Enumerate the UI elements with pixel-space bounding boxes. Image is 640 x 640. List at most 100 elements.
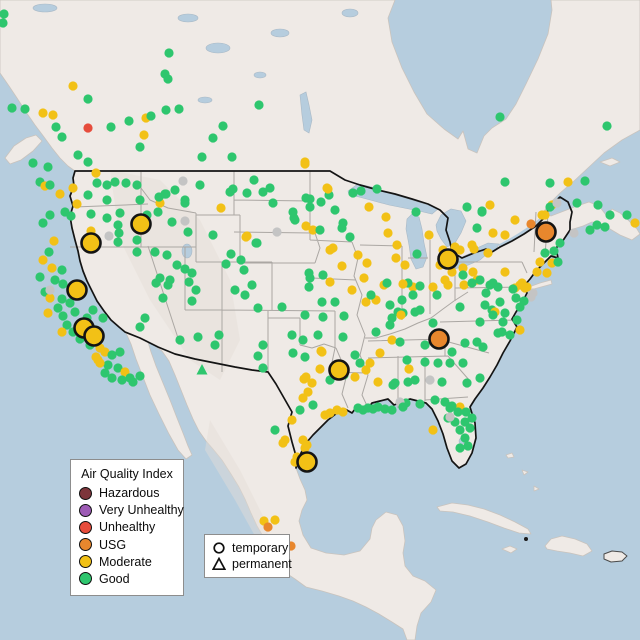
monitor-dot-good[interactable] <box>356 186 366 196</box>
monitor-dot-good[interactable] <box>50 275 60 285</box>
monitor-dot-good[interactable] <box>461 407 471 417</box>
monitor-dot-good[interactable] <box>57 132 67 142</box>
monitor-dot-good[interactable] <box>253 351 263 361</box>
monitor-dot-inactive[interactable] <box>272 227 282 237</box>
monitor-dot-good[interactable] <box>268 198 278 208</box>
monitor-dot-good[interactable] <box>226 249 236 259</box>
monitor-dot-good[interactable] <box>175 335 185 345</box>
monitor-dot-good[interactable] <box>453 407 463 417</box>
monitor-dot-good[interactable] <box>150 247 160 257</box>
monitor-dot-good[interactable] <box>480 300 490 310</box>
monitor-dot-good[interactable] <box>549 246 559 256</box>
monitor-dot-good[interactable] <box>53 303 63 313</box>
monitor-dot-good[interactable] <box>300 352 310 362</box>
monitor-dot-good[interactable] <box>114 228 124 238</box>
monitor-dot-moderate[interactable] <box>302 440 312 450</box>
monitor-dot-moderate[interactable] <box>278 438 288 448</box>
monitor-dot-good[interactable] <box>337 223 347 233</box>
monitor-dot-moderate[interactable] <box>337 261 347 271</box>
monitor-dot-moderate[interactable] <box>325 277 335 287</box>
monitor-dot-moderate[interactable] <box>500 267 510 277</box>
monitor-dot-moderate[interactable] <box>400 260 410 270</box>
monitor-dot-good[interactable] <box>355 358 365 368</box>
monitor-dot-inactive[interactable] <box>180 216 190 226</box>
monitor-dot-moderate[interactable] <box>91 352 101 362</box>
monitor-dot-good[interactable] <box>242 188 252 198</box>
monitor-dot-good[interactable] <box>121 178 131 188</box>
monitor-dot-good[interactable] <box>132 180 142 190</box>
monitor-dot-good[interactable] <box>83 94 93 104</box>
monitor-dot-good[interactable] <box>467 413 477 423</box>
monitor-dot-moderate[interactable] <box>532 267 542 277</box>
monitor-dot-good[interactable] <box>447 347 457 357</box>
monitor-dot-good[interactable] <box>83 190 93 200</box>
monitor-dot-moderate[interactable] <box>537 210 547 220</box>
monitor-dot-good[interactable] <box>373 402 383 412</box>
monitor-dot-good[interactable] <box>460 338 470 348</box>
monitor-dot-good[interactable] <box>249 175 259 185</box>
monitor-dot-good[interactable] <box>403 377 413 387</box>
monitor-dot-moderate[interactable] <box>362 258 372 268</box>
monitor-dot-good[interactable] <box>602 121 612 131</box>
monitor-dot-good[interactable] <box>428 318 438 328</box>
monitor-dot-good[interactable] <box>102 213 112 223</box>
monitor-dot-good[interactable] <box>73 150 83 160</box>
monitor-dot-good[interactable] <box>184 277 194 287</box>
monitor-dot-good[interactable] <box>553 257 563 267</box>
monitor-dot-moderate[interactable] <box>447 267 457 277</box>
monitor-dot-moderate[interactable] <box>364 202 374 212</box>
monitor-dot-good[interactable] <box>505 330 515 340</box>
monitor-dot-moderate[interactable] <box>38 108 48 118</box>
monitor-dot-good[interactable] <box>135 195 145 205</box>
monitor-dot-good[interactable] <box>210 340 220 350</box>
monitor-dot-good[interactable] <box>455 302 465 312</box>
monitor-dot-good[interactable] <box>193 332 203 342</box>
monitor-dot-usg[interactable] <box>526 219 536 229</box>
monitor-dot-inactive[interactable] <box>104 231 114 241</box>
monitor-dot-moderate[interactable] <box>139 130 149 140</box>
monitor-dot-good[interactable] <box>28 158 38 168</box>
monitor-dot-moderate[interactable] <box>216 203 226 213</box>
monitor-dot-moderate[interactable] <box>468 267 478 277</box>
monitor-dot-good[interactable] <box>508 284 518 294</box>
monitor-dot-good[interactable] <box>622 210 632 220</box>
monitor-dot-good[interactable] <box>57 265 67 275</box>
monitor-dot-good[interactable] <box>239 265 249 275</box>
monitor-dot-moderate[interactable] <box>398 279 408 289</box>
monitor-dot-good[interactable] <box>45 210 55 220</box>
monitor-large-moderate[interactable] <box>437 248 459 270</box>
monitor-dot-good[interactable] <box>117 375 127 385</box>
monitor-dot-good[interactable] <box>411 207 421 217</box>
monitor-dot-moderate[interactable] <box>100 347 110 357</box>
monitor-dot-good[interactable] <box>437 377 447 387</box>
monitor-dot-good[interactable] <box>124 116 134 126</box>
monitor-dot-good[interactable] <box>265 183 275 193</box>
monitor-dot-good[interactable] <box>183 227 193 237</box>
monitor-dot-good[interactable] <box>467 278 477 288</box>
monitor-dot-good[interactable] <box>132 235 142 245</box>
monitor-dot-inactive[interactable] <box>178 176 188 186</box>
monitor-dot-good[interactable] <box>240 290 250 300</box>
monitor-dot-good[interactable] <box>170 185 180 195</box>
monitor-dot-moderate[interactable] <box>391 253 401 263</box>
monitor-dot-good[interactable] <box>555 238 565 248</box>
monitor-dot-good[interactable] <box>305 202 315 212</box>
monitor-dot-good[interactable] <box>433 358 443 368</box>
monitor-large-moderate[interactable] <box>296 451 318 473</box>
monitor-large-moderate[interactable] <box>328 359 350 381</box>
monitor-dot-moderate[interactable] <box>381 212 391 222</box>
monitor-dot-good[interactable] <box>447 401 457 411</box>
monitor-dot-moderate[interactable] <box>375 348 385 358</box>
monitor-dot-good[interactable] <box>221 259 231 269</box>
monitor-dot-good[interactable] <box>0 18 8 28</box>
monitor-dot-good[interactable] <box>498 317 508 327</box>
monitor-dot-good[interactable] <box>540 248 550 258</box>
monitor-dot-good[interactable] <box>167 217 177 227</box>
monitor-dot-moderate[interactable] <box>396 310 406 320</box>
monitor-dot-good[interactable] <box>180 198 190 208</box>
monitor-dot-good[interactable] <box>103 360 113 370</box>
monitor-dot-moderate[interactable] <box>387 335 397 345</box>
monitor-dot-good[interactable] <box>7 103 17 113</box>
monitor-dot-good[interactable] <box>44 247 54 257</box>
monitor-dot-good[interactable] <box>66 211 76 221</box>
